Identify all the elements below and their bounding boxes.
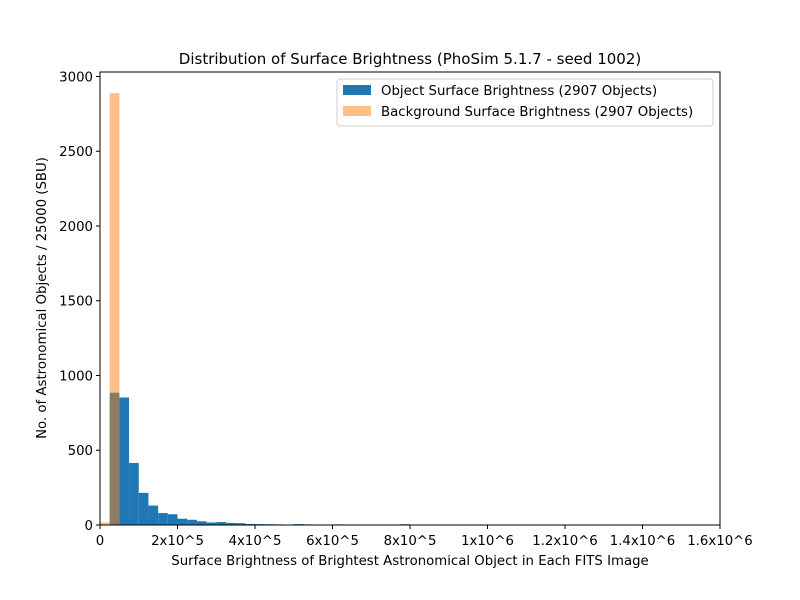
bar-object	[138, 492, 149, 525]
x-tick-label: 1x10^6	[461, 534, 514, 549]
legend: Object Surface Brightness (2907 Objects)…	[336, 78, 714, 127]
y-tick-label: 2500	[59, 145, 93, 160]
y-tick-label: 2000	[59, 220, 93, 235]
x-tick-label: 0	[96, 534, 104, 549]
y-tick-label: 1500	[59, 295, 93, 310]
bar-object	[158, 513, 168, 525]
x-tick-label: 8x10^5	[384, 534, 437, 549]
x-tick-label: 6x10^5	[306, 534, 359, 549]
legend-label-object: Object Surface Brightness (2907 Objects)	[381, 84, 657, 99]
bar-object	[225, 522, 236, 525]
bar-object	[245, 523, 255, 525]
x-tick-label: 2x10^5	[151, 534, 204, 549]
plot-background	[100, 72, 720, 525]
bar-object	[119, 397, 130, 525]
bar-background	[109, 93, 120, 525]
bar-object	[206, 522, 217, 525]
bar-object	[129, 462, 139, 525]
x-axis-label: Surface Brightness of Brightest Astronom…	[171, 554, 648, 569]
y-tick-label: 3000	[59, 70, 93, 85]
y-axis-ticks: 0 500 1000 1500 2000 2500 3000	[59, 70, 100, 534]
bar-object	[177, 518, 188, 525]
bar-object	[216, 522, 226, 525]
legend-swatch-background	[343, 106, 371, 116]
plot-area	[99, 71, 721, 526]
chart-title: Distribution of Surface Brightness (PhoS…	[179, 50, 641, 68]
bar-object	[187, 519, 197, 525]
bar-object	[235, 523, 246, 525]
bar-background	[100, 522, 110, 525]
x-tick-label: 1.4x10^6	[610, 534, 676, 549]
x-axis-ticks: 0 2x10^5 4x10^5 6x10^5 8x10^5 1x10^6 1.2x10^6 1…	[96, 525, 753, 549]
legend-swatch-object	[343, 85, 371, 95]
bar-object	[196, 521, 207, 525]
x-tick-label: 1.2x10^6	[532, 534, 598, 549]
bar-object	[148, 505, 159, 525]
legend-frame	[336, 78, 714, 127]
x-tick-label: 4x10^5	[229, 534, 282, 549]
bar-object	[167, 514, 178, 525]
y-tick-label: 1000	[59, 369, 93, 384]
y-tick-label: 0	[85, 519, 93, 534]
x-tick-label: 1.6x10^6	[687, 534, 753, 549]
y-axis-label: No. of Astronomical Objects / 25000 (SBU…	[35, 157, 50, 439]
legend-label-background: Background Surface Brightness (2907 Obje…	[381, 105, 693, 120]
y-tick-label: 500	[68, 444, 93, 459]
